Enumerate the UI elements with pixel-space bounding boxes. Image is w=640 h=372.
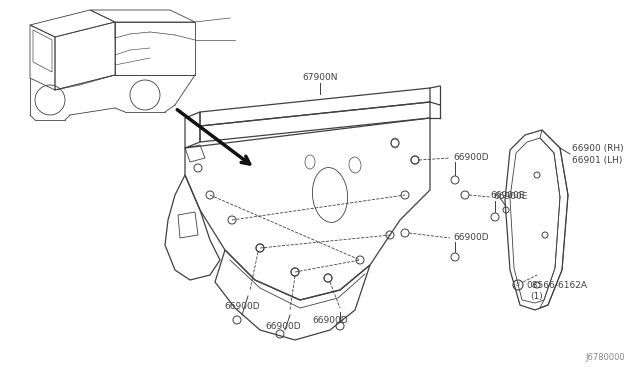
Text: J6780000: J6780000 [586,353,625,362]
Text: 66900E: 66900E [493,192,527,201]
Text: 66900D: 66900D [312,316,348,325]
Text: 66900 (RH): 66900 (RH) [572,144,623,153]
Text: 08566-6162A: 08566-6162A [526,280,587,289]
Text: 66900D: 66900D [265,322,301,331]
Text: 66901 (LH): 66901 (LH) [572,155,622,164]
Text: 66900D: 66900D [453,153,488,161]
Text: 66900E: 66900E [490,190,524,199]
Text: S: S [516,282,520,288]
Text: (1): (1) [530,292,543,301]
Text: 66900D: 66900D [224,302,260,311]
Text: 67900N: 67900N [302,73,338,82]
Text: 66900D: 66900D [453,232,488,241]
